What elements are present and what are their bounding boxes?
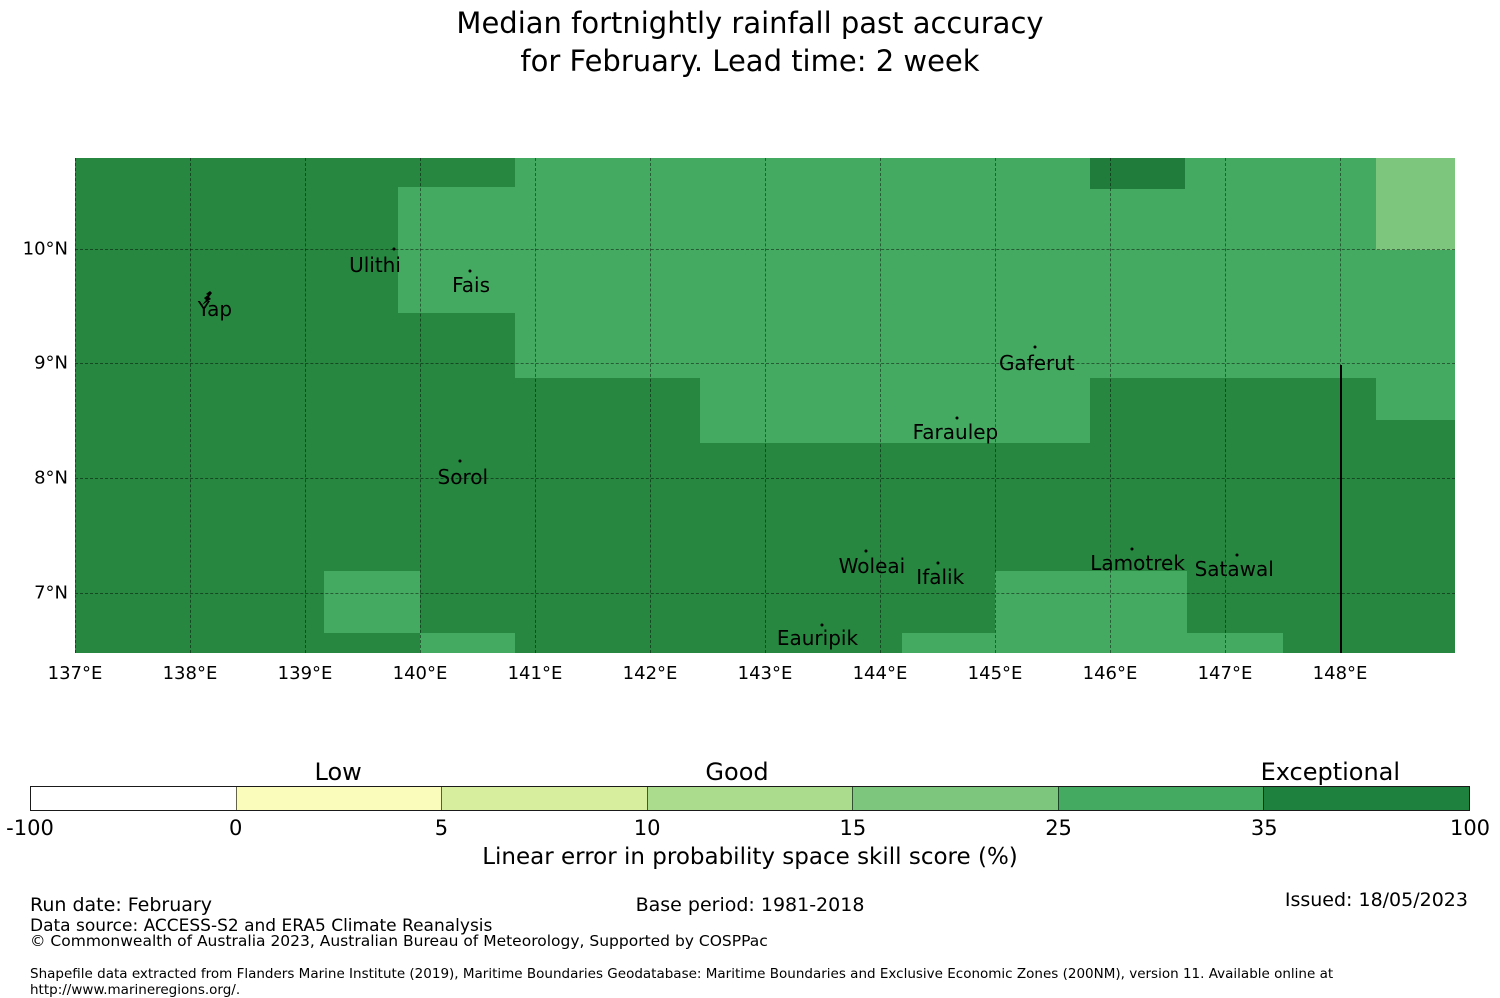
x-tick-label: 139°E	[277, 663, 333, 684]
island-label: Ulithi	[349, 252, 401, 277]
island-label: Woleai	[838, 553, 906, 578]
x-tick-label: 145°E	[967, 663, 1023, 684]
eez-boundary-line	[1340, 364, 1343, 653]
footer-copyright: © Commonwealth of Australia 2023, Austra…	[30, 932, 768, 950]
skill-cell-medium	[514, 158, 1455, 378]
longitude-gridline	[75, 158, 76, 653]
skill-cell-light	[1376, 158, 1455, 251]
longitude-gridline	[189, 158, 191, 653]
footer-issued-date: Issued: 18/05/2023	[1284, 889, 1468, 911]
longitude-gridline	[305, 158, 307, 653]
colorbar-tick-label: 10	[633, 816, 661, 840]
island-label: Fais	[452, 273, 490, 298]
colorbar-category-low: Low	[314, 758, 362, 786]
colorbar-tick-label: 25	[1045, 816, 1072, 840]
y-tick-label: 7°N	[34, 582, 68, 604]
colorbar-tick-label: 15	[839, 816, 867, 840]
island-label: Faraulep	[912, 419, 999, 444]
footer-base-period: Base period: 1981-2018	[635, 894, 865, 916]
island-marker-dot	[936, 561, 939, 565]
longitude-gridline	[1224, 158, 1226, 653]
island-label: Lamotrek	[1090, 550, 1185, 575]
colorbar-tick-label: 5	[434, 816, 449, 840]
island-label: Yap	[197, 296, 233, 321]
island-marker-dot	[864, 549, 868, 553]
longitude-gridline	[765, 158, 766, 653]
skill-cell-dark	[1089, 158, 1185, 189]
colorbar-segment	[1263, 787, 1470, 810]
latitude-gridline	[75, 249, 1455, 251]
y-tick-label: 9°N	[34, 352, 68, 374]
x-tick-label: 144°E	[852, 663, 908, 684]
x-tick-label: 140°E	[392, 663, 448, 684]
x-tick-label: 148°E	[1312, 663, 1368, 684]
island-marker-dot	[392, 247, 396, 251]
latitude-gridline	[75, 362, 1455, 364]
island-label: Eauripik	[776, 626, 859, 651]
colorbar-tick-label: 35	[1250, 816, 1278, 840]
island-marker-dot	[1235, 553, 1239, 557]
island-marker-dot	[468, 269, 472, 273]
footer-run-date: Run date: February	[30, 894, 212, 916]
island-marker-dot	[1033, 345, 1037, 349]
longitude-gridline	[1110, 158, 1111, 653]
skill-cell-medium	[398, 187, 516, 313]
skill-cell-medium	[1187, 633, 1284, 653]
skill-cell-medium	[1376, 377, 1455, 420]
colorbar-segment	[31, 787, 236, 810]
colorbar-segment	[646, 787, 853, 810]
longitude-gridline	[879, 158, 881, 653]
island-label: Ifalik	[916, 564, 965, 589]
island-marker-dot	[955, 416, 959, 420]
skill-cell-medium	[995, 570, 1187, 653]
skill-cell-medium	[323, 570, 420, 633]
yap-island-shape	[200, 290, 214, 306]
map-plot: Yap Ulithi Fais Gaferut Faraulep Sorol Woleai I…	[75, 158, 1455, 653]
longitude-gridline	[420, 158, 421, 653]
x-tick-label: 141°E	[507, 663, 563, 684]
x-tick-label: 138°E	[162, 663, 218, 684]
colorbar-category-exceptional: Exceptional	[1260, 758, 1401, 786]
island-label: Satawal	[1194, 556, 1274, 581]
longitude-gridline	[995, 158, 997, 653]
footer-shapefile-note: Shapefile data extracted from Flanders M…	[30, 966, 1334, 998]
chart-title-line2: for February. Lead time: 2 week	[520, 44, 980, 78]
skill-cell-medium	[700, 377, 1090, 443]
colorbar-bar	[30, 786, 1470, 811]
skill-cell-medium	[902, 633, 996, 653]
island-marker-dot	[820, 623, 824, 627]
chart-title-line1: Median fortnightly rainfall past accurac…	[456, 6, 1044, 40]
colorbar-tick-label: 100	[1449, 816, 1491, 840]
colorbar-tick-label: 0	[229, 816, 243, 840]
colorbar-axis-label: Linear error in probability space skill …	[482, 844, 1018, 870]
chart-title: Median fortnightly rainfall past accurac…	[0, 4, 1500, 80]
island-label: Sorol	[437, 464, 489, 489]
latitude-gridline	[75, 593, 1455, 595]
colorbar-segment	[852, 787, 1058, 810]
island-marker-dot	[1130, 547, 1134, 551]
colorbar-tick-label: -100	[6, 816, 54, 840]
skill-cell-medium	[420, 633, 515, 653]
y-tick-label: 8°N	[34, 467, 68, 489]
longitude-gridline	[534, 158, 536, 653]
footer-data-source: Data source: ACCESS-S2 and ERA5 Climate …	[30, 916, 493, 936]
x-tick-label: 146°E	[1082, 663, 1138, 684]
colorbar-segment	[1057, 787, 1264, 810]
y-tick-label: 10°N	[22, 238, 68, 260]
colorbar-segment	[441, 787, 647, 810]
latitude-gridline	[75, 477, 1455, 479]
x-tick-label: 147°E	[1197, 663, 1253, 684]
island-label: Gaferut	[998, 350, 1075, 375]
longitude-gridline	[650, 158, 652, 653]
x-tick-label: 137°E	[47, 663, 103, 684]
colorbar-category-good: Good	[705, 758, 769, 786]
island-marker-dot	[458, 459, 462, 463]
x-tick-label: 142°E	[622, 663, 678, 684]
colorbar-segment	[235, 787, 442, 810]
x-tick-label: 143°E	[737, 663, 793, 684]
